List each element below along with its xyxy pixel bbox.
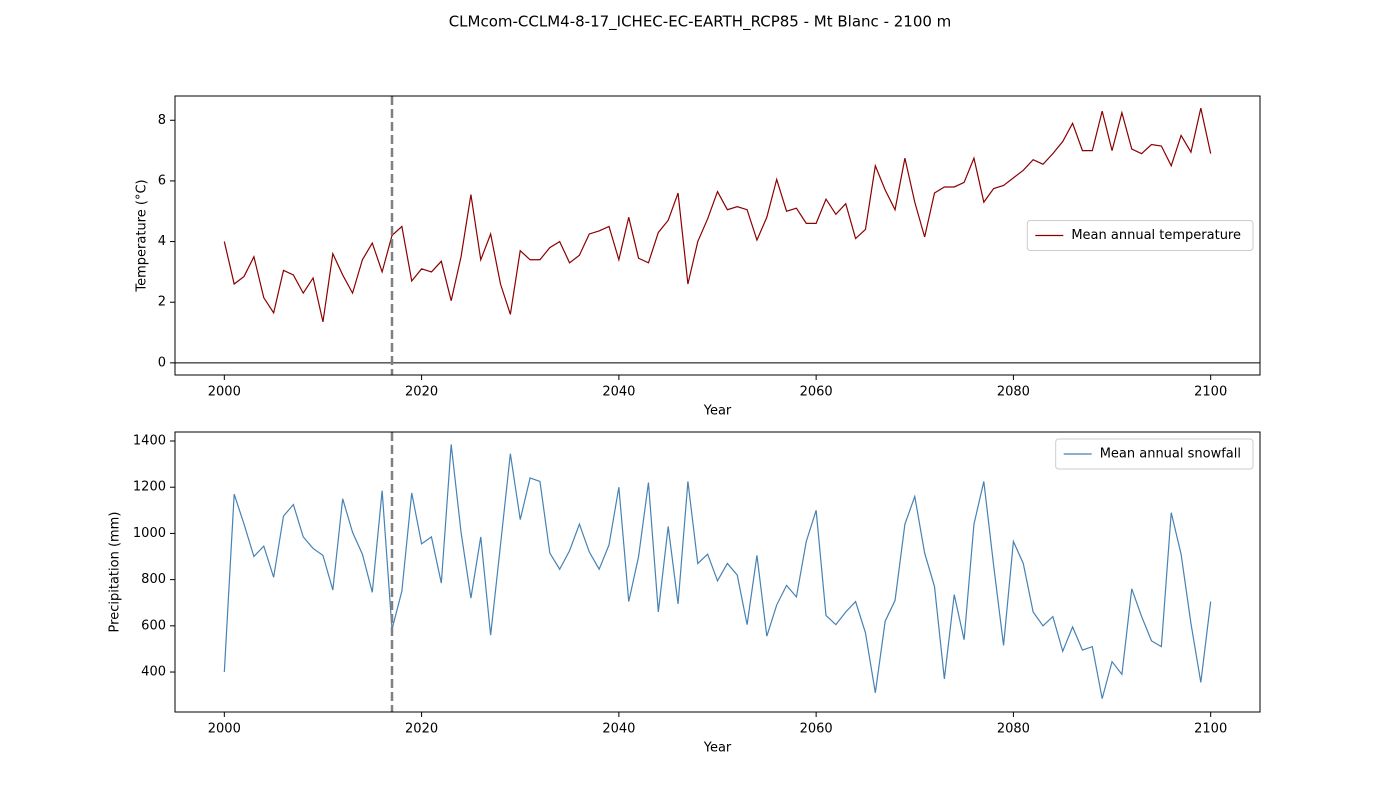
x-tick-label: 2080 [997, 385, 1030, 400]
x-tick-label: 2060 [800, 385, 833, 400]
y-tick-label: 400 [141, 665, 166, 680]
x-tick-label: 2100 [1194, 722, 1227, 737]
x-tick-label: 2040 [602, 385, 635, 400]
y-tick-label: 1200 [133, 480, 166, 495]
x-tick-label: 2000 [208, 385, 241, 400]
axes-frame [174, 95, 1261, 376]
y-tick-label: 0 [158, 355, 166, 370]
y-axis-label: Precipitation (mm) [108, 512, 123, 633]
y-tick-label: 6 [158, 173, 166, 188]
legend-frame [1026, 220, 1254, 251]
x-axis-label: Year [703, 741, 732, 756]
figure-title: CLMcom-CCLM4-8-17_ICHEC-EC-EARTH_RCP85 -… [449, 13, 952, 32]
x-tick-label: 2100 [1194, 385, 1227, 400]
y-tick-label: 4 [158, 234, 166, 249]
y-tick-label: 600 [141, 618, 166, 633]
y-tick-label: 800 [141, 572, 166, 587]
data-line [223, 107, 1212, 323]
x-tick-label: 2020 [405, 722, 438, 737]
legend-frame [1055, 438, 1254, 470]
x-tick-label: 2080 [997, 722, 1030, 737]
y-tick-label: 2 [158, 295, 166, 310]
y-tick-label: 8 [158, 113, 166, 128]
y-axis-label: Temperature (°C) [135, 179, 150, 292]
y-tick-label: 1000 [133, 526, 166, 541]
y-tick-label: 1400 [133, 434, 166, 449]
plot-area [223, 107, 1212, 323]
axes-frame [174, 431, 1261, 713]
plot-area [223, 444, 1212, 699]
legend-label: Mean annual temperature [1071, 228, 1241, 243]
x-tick-label: 2040 [602, 722, 635, 737]
legend-label: Mean annual snowfall [1100, 447, 1241, 462]
legend: Mean annual snowfall [1055, 438, 1254, 470]
x-tick-label: 2060 [800, 722, 833, 737]
x-axis-label: Year [703, 404, 732, 419]
x-tick-label: 2000 [208, 722, 241, 737]
data-line [223, 444, 1212, 699]
legend: Mean annual temperature [1026, 220, 1254, 251]
x-tick-label: 2020 [405, 385, 438, 400]
